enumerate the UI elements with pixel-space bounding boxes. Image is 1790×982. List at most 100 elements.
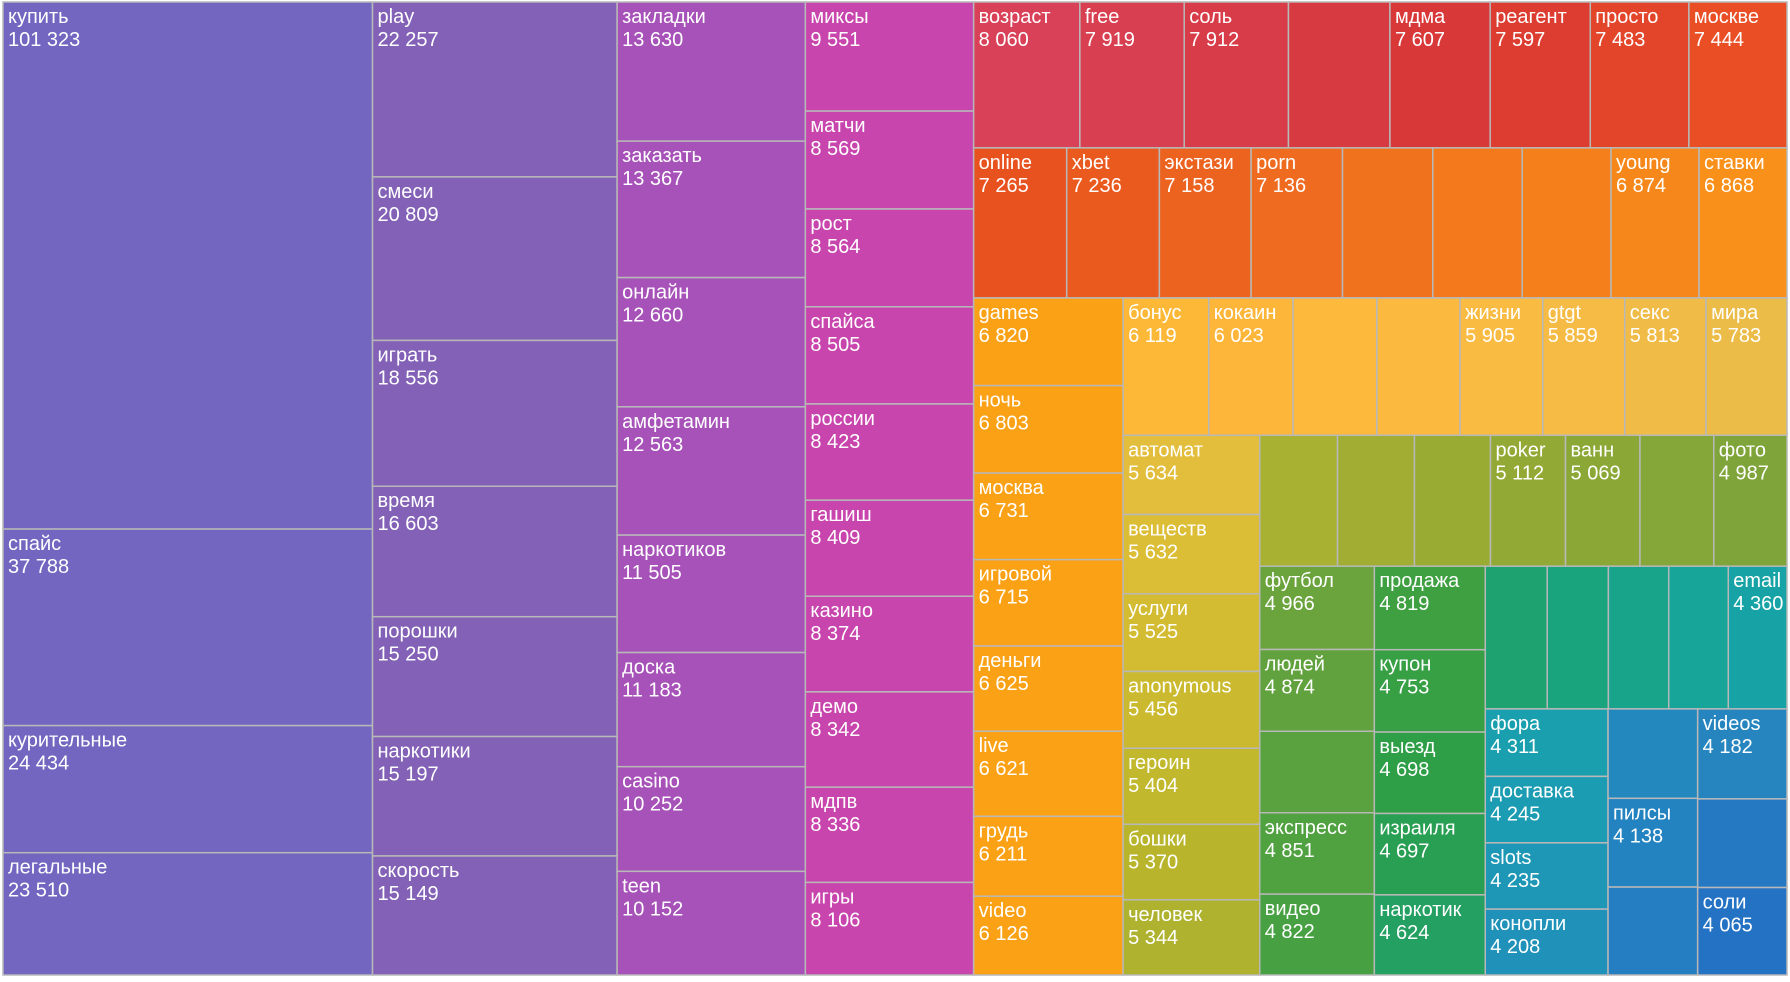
treemap-cell: [1607, 708, 1699, 800]
treemap-cell: [1639, 434, 1715, 567]
treemap-rect: [1341, 147, 1434, 299]
treemap-rect: [371, 339, 618, 487]
treemap-rect: [972, 147, 1068, 299]
treemap-rect: [1713, 434, 1788, 567]
treemap-rect: [1258, 812, 1376, 895]
treemap-rect: [1376, 297, 1461, 437]
treemap-cell: [1546, 565, 1610, 710]
treemap-rect: [1607, 565, 1670, 710]
treemap-rect: [1373, 812, 1487, 896]
treemap-rect: [804, 1, 975, 112]
treemap-rect: [1183, 1, 1290, 149]
treemap-rect: [1696, 886, 1788, 976]
treemap-rect: [1122, 823, 1261, 901]
treemap-rect: [1667, 565, 1730, 710]
treemap-rect: [1207, 297, 1294, 437]
treemap-cell: [1258, 730, 1376, 814]
treemap-cell: [1432, 147, 1523, 299]
treemap-rect: [972, 1, 1081, 149]
treemap-rect: [1158, 147, 1252, 299]
treemap-rect: [371, 485, 618, 618]
treemap-rect: [371, 735, 618, 857]
treemap-rect: [1389, 1, 1491, 149]
treemap-rect: [1373, 648, 1487, 733]
treemap-rect: [2, 851, 374, 976]
treemap-rect: [1484, 908, 1609, 976]
treemap-rect: [371, 855, 618, 976]
treemap-rect: [1696, 798, 1788, 889]
treemap-rect: [1607, 886, 1699, 976]
treemap-rect: [1258, 893, 1376, 976]
treemap-rect: [2, 528, 374, 727]
treemap-rect: [1688, 1, 1788, 149]
treemap-rect: [1258, 434, 1339, 567]
treemap-rect: [1623, 297, 1707, 437]
treemap-rect: [804, 881, 975, 976]
treemap-rect: [1459, 297, 1544, 437]
treemap-cell: [1484, 565, 1548, 710]
treemap-cell: [1336, 434, 1416, 567]
treemap-rect: [1489, 434, 1567, 567]
treemap-rect: [1698, 147, 1788, 299]
treemap-rect: [1607, 797, 1699, 888]
treemap-rect: [1432, 147, 1523, 299]
treemap-rect: [616, 406, 807, 536]
treemap-rect: [972, 895, 1124, 976]
treemap-rect: [804, 786, 975, 884]
treemap-rect: [1705, 297, 1788, 437]
treemap-rect: [371, 615, 618, 738]
treemap-rect: [1541, 297, 1626, 437]
treemap-rect: [1122, 670, 1261, 749]
treemap-rect: [616, 870, 807, 976]
treemap-rect: [1122, 747, 1261, 826]
treemap-rect: [1484, 565, 1548, 710]
treemap-rect: [616, 765, 807, 873]
treemap-rect: [1373, 565, 1487, 651]
treemap-cell: [1667, 565, 1730, 710]
treemap-cell: [1607, 886, 1699, 976]
treemap-cell: [1521, 147, 1612, 299]
treemap-rect: [1373, 894, 1487, 976]
treemap-rect: [1484, 842, 1609, 910]
treemap-rect: [1258, 730, 1376, 814]
treemap-rect: [972, 558, 1124, 647]
treemap-cell: [1607, 565, 1670, 710]
treemap-cell: [1696, 798, 1788, 889]
treemap-rect: [1250, 147, 1344, 299]
treemap-rect: [1258, 565, 1376, 651]
treemap-rect: [1413, 434, 1492, 567]
